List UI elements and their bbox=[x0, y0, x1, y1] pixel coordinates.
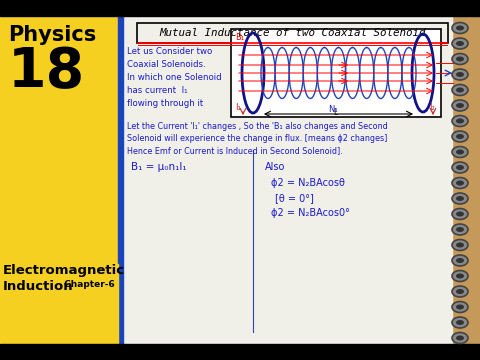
Text: Hence Emf or Current is Induced in Second Solenoid].: Hence Emf or Current is Induced in Secon… bbox=[127, 146, 343, 155]
Ellipse shape bbox=[452, 100, 468, 111]
Ellipse shape bbox=[452, 317, 468, 328]
Ellipse shape bbox=[452, 224, 468, 235]
Ellipse shape bbox=[456, 149, 464, 154]
Text: B₁ = μ₀n₁I₁: B₁ = μ₀n₁I₁ bbox=[131, 162, 187, 172]
Bar bbox=[0, 16, 118, 344]
Ellipse shape bbox=[452, 208, 468, 220]
Ellipse shape bbox=[456, 134, 464, 139]
Ellipse shape bbox=[456, 41, 464, 46]
Bar bbox=[118, 16, 123, 344]
Bar bbox=[0, 344, 480, 360]
Ellipse shape bbox=[456, 165, 464, 170]
Ellipse shape bbox=[456, 243, 464, 248]
Text: N₁: N₁ bbox=[328, 105, 338, 114]
Ellipse shape bbox=[456, 211, 464, 216]
Ellipse shape bbox=[452, 38, 468, 49]
Text: Induction: Induction bbox=[3, 280, 73, 293]
Ellipse shape bbox=[456, 274, 464, 279]
Ellipse shape bbox=[456, 320, 464, 325]
Ellipse shape bbox=[452, 69, 468, 80]
Bar bbox=[0, 264, 118, 344]
Bar bbox=[0, 0, 480, 16]
Text: In which one Solenoid: In which one Solenoid bbox=[127, 73, 222, 82]
Ellipse shape bbox=[452, 147, 468, 158]
Text: 18: 18 bbox=[8, 45, 85, 99]
Ellipse shape bbox=[456, 305, 464, 310]
Text: flowing through it: flowing through it bbox=[127, 99, 203, 108]
Text: Let the Current 'I₁' changes , So the 'B₁ also changes and Second: Let the Current 'I₁' changes , So the 'B… bbox=[127, 122, 388, 131]
Ellipse shape bbox=[452, 239, 468, 251]
Ellipse shape bbox=[452, 270, 468, 282]
Text: L: L bbox=[333, 108, 337, 117]
Ellipse shape bbox=[456, 26, 464, 31]
Text: Mutual Inductance of two Coaxial Solenoid: Mutual Inductance of two Coaxial Solenoi… bbox=[159, 28, 426, 38]
Ellipse shape bbox=[456, 258, 464, 263]
Text: ϕ2 = N₂BAcosθ: ϕ2 = N₂BAcosθ bbox=[271, 178, 345, 188]
Ellipse shape bbox=[456, 103, 464, 108]
Ellipse shape bbox=[452, 177, 468, 189]
Text: B₁: B₁ bbox=[235, 33, 244, 42]
Ellipse shape bbox=[452, 193, 468, 204]
Ellipse shape bbox=[456, 87, 464, 93]
Ellipse shape bbox=[456, 57, 464, 62]
Ellipse shape bbox=[456, 180, 464, 185]
Ellipse shape bbox=[456, 196, 464, 201]
Ellipse shape bbox=[452, 22, 468, 33]
Ellipse shape bbox=[456, 118, 464, 123]
Ellipse shape bbox=[452, 54, 468, 64]
Text: Coaxial Solenoids.: Coaxial Solenoids. bbox=[127, 60, 205, 69]
Text: Electromagnetic: Electromagnetic bbox=[3, 264, 125, 277]
Ellipse shape bbox=[456, 336, 464, 341]
Text: Solenoid will experience the change in flux. [means ϕ2 changes]: Solenoid will experience the change in f… bbox=[127, 134, 387, 143]
FancyBboxPatch shape bbox=[137, 23, 448, 43]
Text: Chapter-6: Chapter-6 bbox=[61, 280, 115, 289]
Ellipse shape bbox=[452, 286, 468, 297]
Ellipse shape bbox=[452, 333, 468, 343]
Ellipse shape bbox=[456, 72, 464, 77]
Ellipse shape bbox=[452, 302, 468, 312]
Ellipse shape bbox=[456, 227, 464, 232]
Ellipse shape bbox=[452, 255, 468, 266]
Text: Also: Also bbox=[265, 162, 286, 172]
Text: I₂: I₂ bbox=[429, 103, 435, 112]
Ellipse shape bbox=[452, 131, 468, 142]
Bar bbox=[123, 16, 452, 344]
Text: Physics: Physics bbox=[8, 25, 96, 45]
Text: has current  I₁: has current I₁ bbox=[127, 86, 188, 95]
Text: Let us Consider two: Let us Consider two bbox=[127, 47, 212, 56]
Text: I₁: I₁ bbox=[235, 103, 241, 112]
Bar bbox=[231, 29, 441, 117]
Ellipse shape bbox=[452, 162, 468, 173]
Text: ϕ2 = N₂BAcos0°: ϕ2 = N₂BAcos0° bbox=[271, 208, 350, 218]
Text: [θ = 0°]: [θ = 0°] bbox=[275, 193, 314, 203]
Ellipse shape bbox=[456, 289, 464, 294]
Ellipse shape bbox=[452, 116, 468, 126]
Ellipse shape bbox=[452, 85, 468, 95]
